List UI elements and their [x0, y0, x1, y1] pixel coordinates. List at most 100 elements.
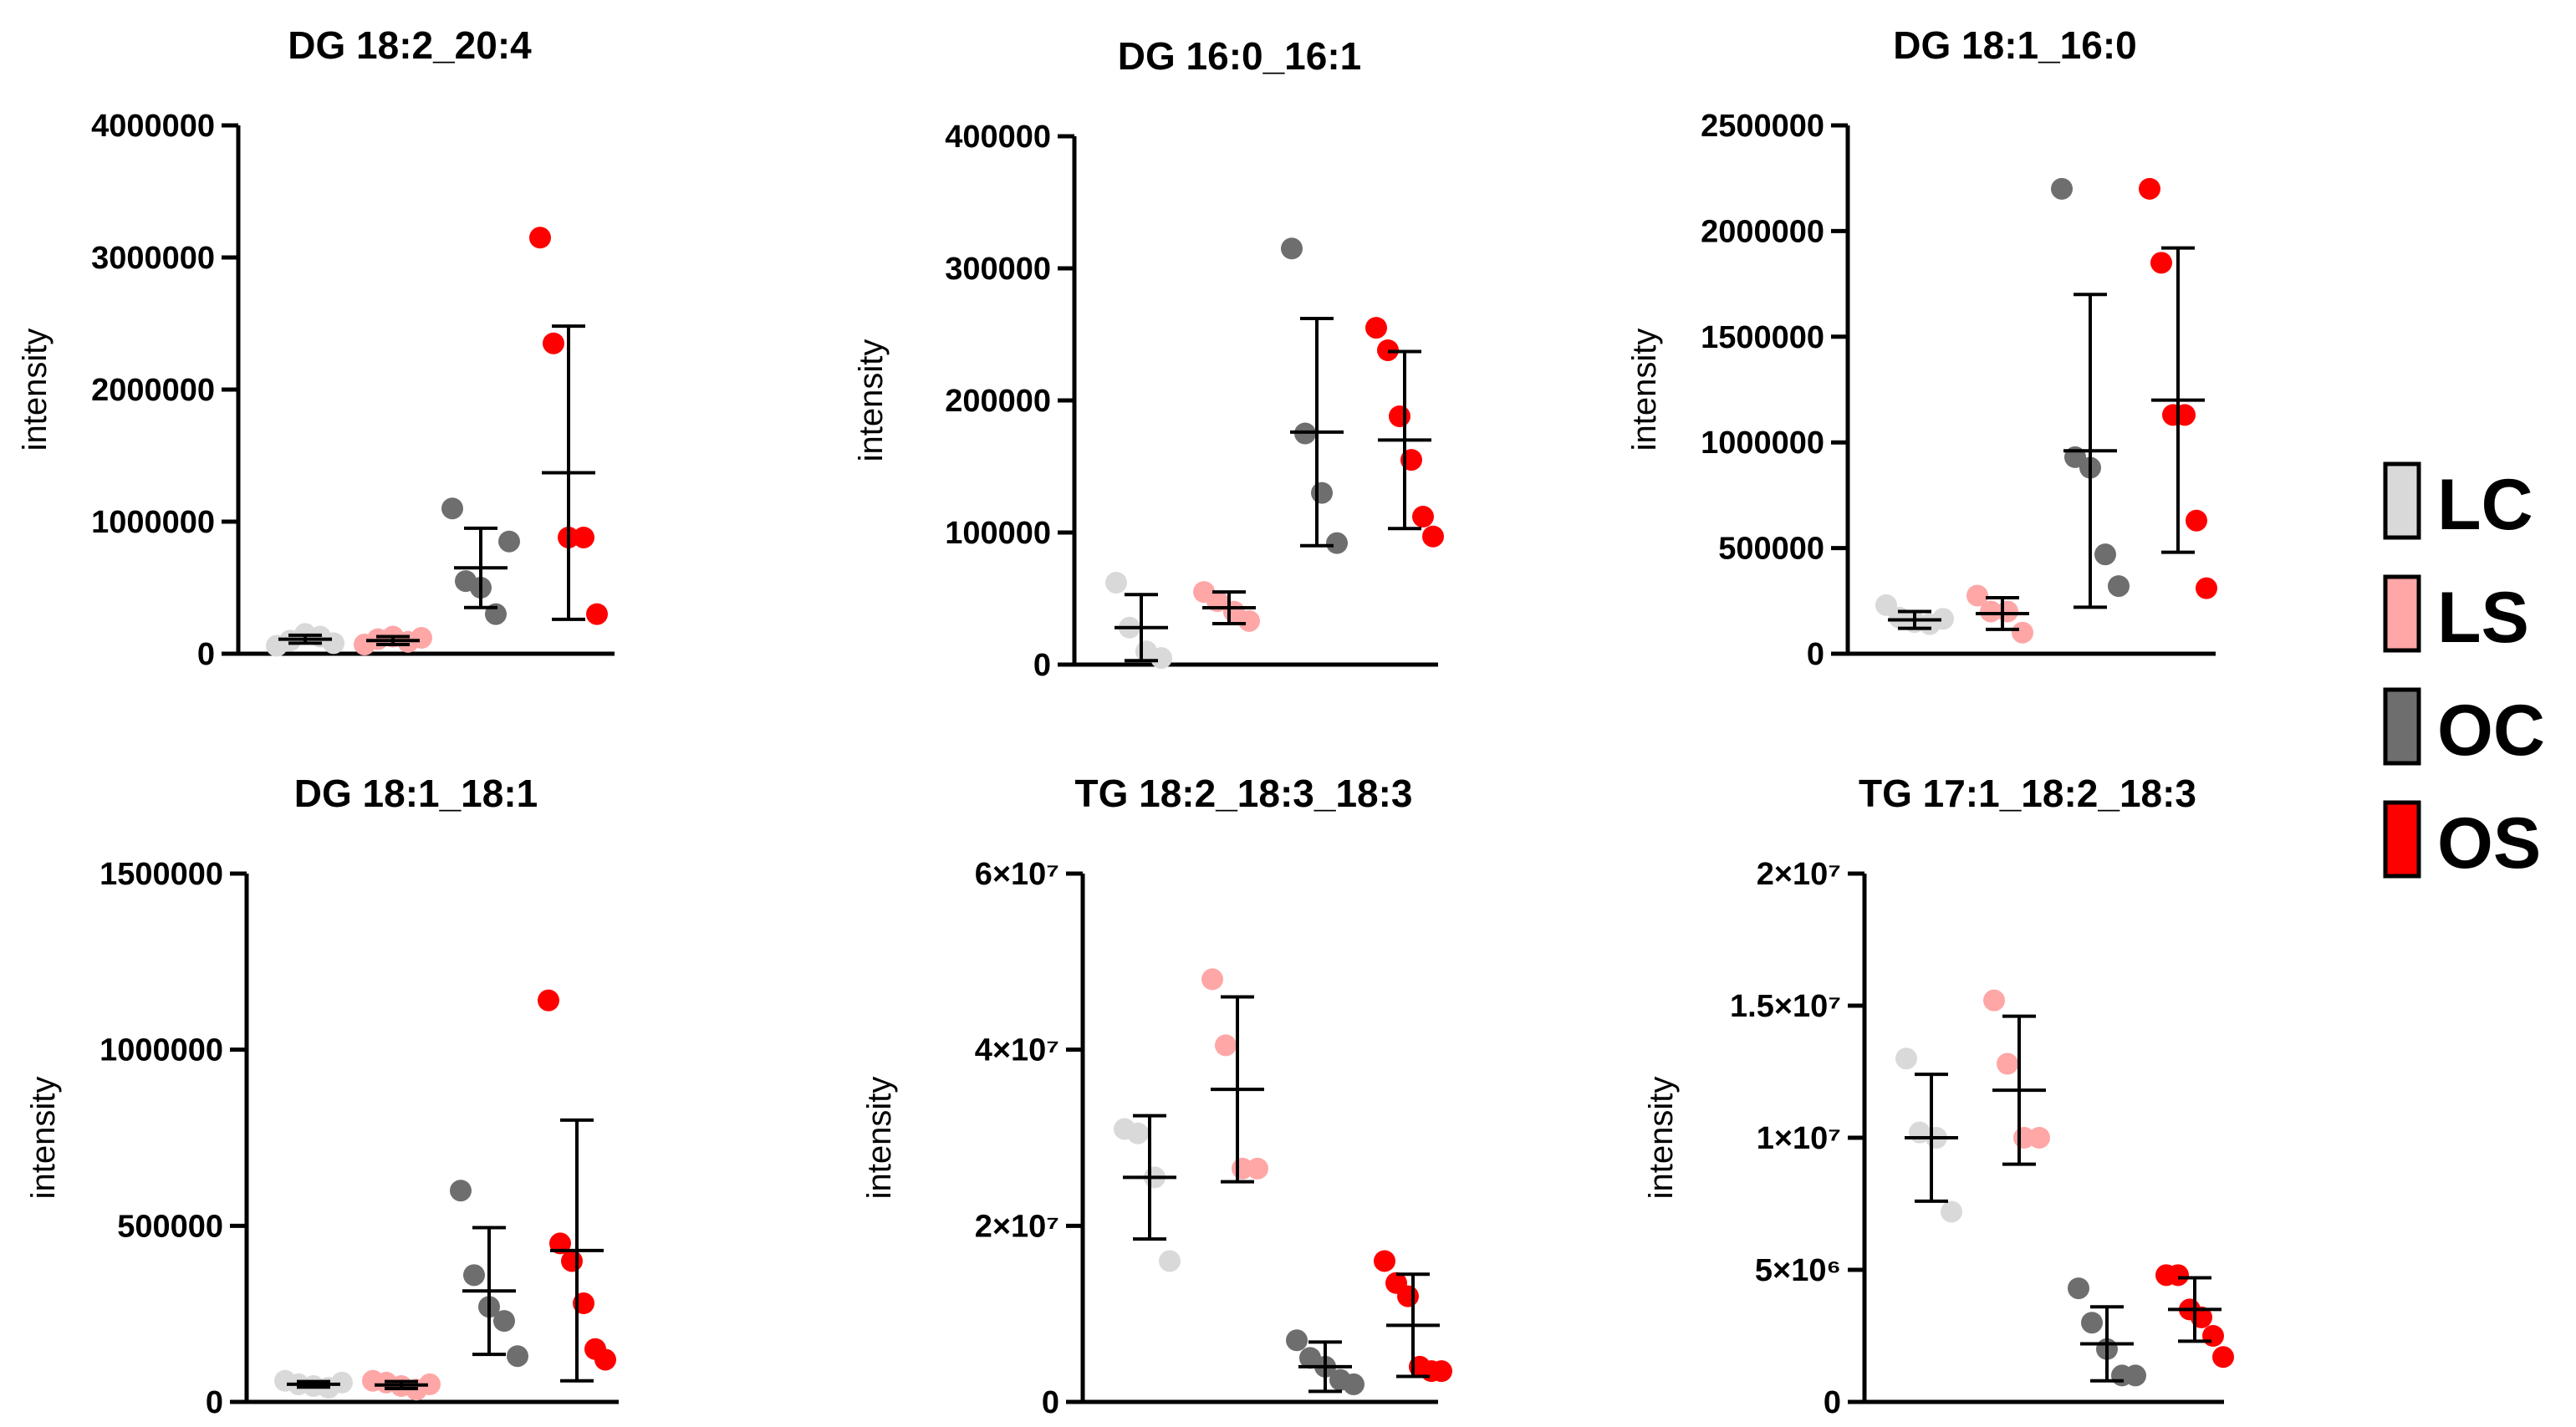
chart-title: TG 18:2_18:3_18:3 — [1074, 772, 1412, 815]
group-ls — [354, 625, 432, 655]
group-lc — [1105, 572, 1172, 670]
data-point — [1311, 482, 1333, 504]
data-point — [586, 603, 608, 625]
y-axis-label: intensity — [17, 329, 54, 451]
y-tick-label: 2000000 — [91, 373, 215, 408]
y-tick-label: 0 — [1824, 1385, 1841, 1420]
chart-title: DG 18:2_20:4 — [288, 23, 532, 67]
y-tick-label: 2500000 — [1701, 109, 1824, 144]
legend-label: OC — [2437, 691, 2545, 771]
data-point — [1941, 1200, 1962, 1223]
data-point — [507, 1345, 528, 1368]
group-ls — [362, 1369, 441, 1401]
data-point — [411, 627, 432, 650]
y-tick-label: 300000 — [945, 252, 1051, 287]
data-point — [2167, 1264, 2189, 1287]
charts-grid: DG 18:2_20:4intensity0100000020000003000… — [17, 23, 2234, 1420]
data-point — [529, 227, 551, 249]
y-tick-label: 100000 — [945, 516, 1051, 551]
data-point — [2081, 1312, 2103, 1334]
legend-label: OS — [2437, 803, 2541, 884]
group-oc — [450, 1180, 528, 1368]
data-point — [498, 530, 520, 553]
data-point — [1238, 609, 1260, 632]
data-point — [1997, 600, 2018, 623]
data-point — [2212, 1346, 2234, 1368]
y-tick-label: 1000000 — [99, 1033, 223, 1068]
data-point — [2051, 177, 2073, 200]
data-point — [2202, 1325, 2224, 1347]
group-lc — [1114, 1114, 1181, 1272]
data-point — [1374, 1250, 1395, 1272]
group-oc — [2068, 1277, 2146, 1387]
group-oc — [441, 497, 520, 625]
chart-title: DG 18:1_18:1 — [294, 772, 538, 815]
y-tick-label: 0 — [197, 637, 215, 672]
data-point — [323, 632, 344, 655]
data-point — [1105, 572, 1127, 594]
y-tick-label: 1500000 — [1701, 320, 1824, 355]
y-tick-label: 1×10⁷ — [1757, 1121, 1841, 1156]
data-point — [1286, 1329, 1308, 1352]
group-os — [2139, 177, 2217, 599]
y-tick-label: 1500000 — [99, 857, 223, 892]
data-point — [2028, 1127, 2050, 1149]
data-point — [594, 1348, 616, 1371]
data-point — [1932, 608, 1954, 630]
data-point — [1983, 989, 2005, 1012]
y-tick-label: 400000 — [945, 120, 1051, 155]
data-point — [463, 1264, 485, 1287]
data-point — [2150, 252, 2172, 274]
legend-item-lc: LC — [2383, 461, 2533, 545]
y-tick-label: 0 — [1033, 648, 1051, 683]
data-point — [1247, 1157, 1268, 1180]
y-axis-label: intensity — [1626, 329, 1663, 451]
chart-title: DG 18:1_16:0 — [1893, 23, 2137, 67]
group-lc — [1875, 594, 1954, 635]
y-axis-label: intensity — [25, 1077, 62, 1200]
data-point — [1431, 1360, 1452, 1383]
data-point — [1895, 1047, 1917, 1070]
data-point — [331, 1371, 353, 1394]
data-point — [1980, 600, 2002, 623]
data-point — [2094, 543, 2116, 566]
data-point — [538, 989, 559, 1012]
group-os — [529, 227, 608, 625]
data-point — [493, 1310, 515, 1333]
y-tick-label: 4×10⁷ — [975, 1033, 1059, 1068]
data-point — [419, 1373, 441, 1395]
legend-item-ls: LS — [2383, 574, 2529, 658]
data-point — [2012, 621, 2033, 644]
data-point — [1215, 1034, 1237, 1057]
data-point — [1150, 647, 1172, 670]
chart-title: DG 16:0_16:1 — [1118, 34, 1362, 78]
legend-swatch — [2383, 687, 2421, 766]
y-tick-label: 0 — [1042, 1385, 1059, 1420]
data-point — [1365, 317, 1387, 339]
data-point — [1127, 1122, 1149, 1144]
legend-item-oc: OC — [2383, 687, 2545, 771]
y-tick-label: 0 — [206, 1385, 223, 1420]
y-tick-label: 1000000 — [91, 505, 215, 540]
data-point — [2108, 575, 2130, 598]
group-os — [2155, 1264, 2234, 1368]
data-point — [1201, 968, 1223, 991]
chart-title: TG 17:1_18:2_18:3 — [1859, 772, 2196, 815]
group-ls — [1193, 581, 1260, 632]
y-tick-label: 0 — [1807, 637, 1824, 672]
chart-panel-6: TG 17:1_18:2_18:3 intensity 0 5×10⁶ 1×10⁷ 1.5… — [1643, 772, 2234, 1420]
chart-panel-5: TG 18:2_18:3_18:3 intensity 0 2×10⁷ 4×10⁷ 6×1… — [861, 772, 1452, 1420]
data-point — [1997, 1052, 2018, 1075]
data-point — [2125, 1364, 2146, 1387]
data-point — [1281, 237, 1303, 260]
y-tick-label: 4000000 — [91, 109, 215, 144]
legend: LC LS OC OS — [2383, 461, 2545, 884]
data-point — [1159, 1250, 1181, 1272]
data-point — [1412, 506, 1434, 528]
group-oc — [1281, 237, 1348, 554]
data-point — [1343, 1373, 1365, 1395]
legend-swatch — [2383, 800, 2421, 879]
y-tick-label: 500000 — [1718, 532, 1824, 567]
group-lc — [266, 623, 344, 657]
